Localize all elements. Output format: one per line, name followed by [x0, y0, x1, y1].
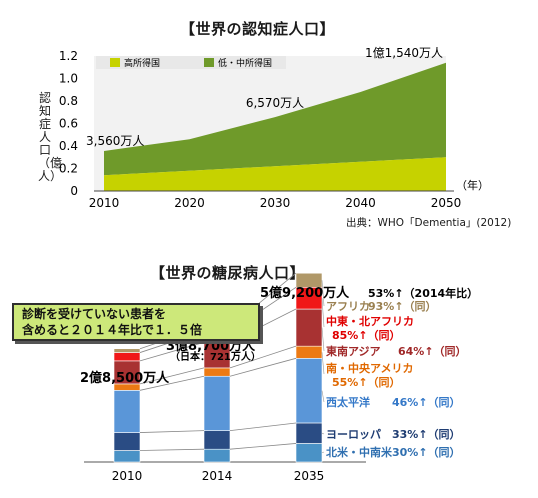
leader-line — [321, 451, 325, 454]
data-label: 3,560万人 — [86, 134, 144, 148]
region-growth-label: 46%↑（同） — [392, 396, 461, 409]
bar-segment — [295, 345, 323, 359]
y-tick-label: 0.4 — [59, 139, 78, 153]
total-sub-label: （日本：721万人） — [170, 350, 261, 363]
legend-background — [96, 56, 286, 69]
y-tick-label: 0.6 — [59, 117, 78, 131]
callout-line-1: 診断を受けていない患者を — [22, 307, 167, 321]
connector-line — [139, 448, 205, 451]
x-tick-label: 2050 — [431, 196, 462, 210]
connector-line — [229, 443, 297, 450]
region-label: 北米・中南米 — [326, 445, 393, 459]
legend-label-high-income: 高所得国 — [124, 57, 160, 69]
region-label: 西太平洋 — [326, 395, 370, 409]
connector-line — [139, 375, 205, 391]
region-growth-label: 30%↑（同） — [392, 446, 461, 459]
dementia-source: 出典：WHO「Dementia」(2012) — [346, 217, 512, 229]
y-tick-label: 0 — [70, 184, 78, 198]
legend-label-low-mid-income: 低・中所得国 — [218, 57, 272, 69]
connector-line — [229, 422, 297, 432]
bar-segment — [203, 448, 231, 463]
x-tick-label: 2020 — [174, 196, 205, 210]
connector-line — [139, 430, 205, 433]
x-tick-label: 2040 — [345, 196, 376, 210]
x-axis-unit: （年） — [456, 178, 489, 192]
bar-segment — [113, 352, 141, 362]
x-tick-label: 2014 — [202, 469, 233, 483]
leader-line — [321, 352, 325, 375]
connector-line — [229, 357, 297, 377]
region-growth-label: 55%↑（同） — [332, 376, 401, 389]
x-tick-label: 2035 — [294, 469, 325, 483]
total-suffix-label: 53%↑（2014年比） — [368, 286, 478, 300]
region-growth-label: 33%↑（同） — [392, 428, 461, 441]
bar-segment — [113, 390, 141, 433]
region-label: 東南アジア — [326, 344, 381, 358]
region-label: 中東・北アフリカ — [326, 314, 414, 328]
y-tick-label: 0.2 — [59, 162, 78, 176]
y-tick-label: 1.2 — [59, 49, 78, 63]
area-series-low-mid-income — [104, 62, 446, 176]
legend-swatch-low-mid-income — [204, 58, 214, 67]
leader-line — [321, 390, 325, 403]
leader-line — [321, 327, 325, 352]
x-tick-label: 2030 — [260, 196, 291, 210]
diabetes-chart-title: 【世界の糖尿病人口】 — [150, 264, 306, 282]
bar-segment — [113, 432, 141, 451]
region-label: アフリカ — [326, 300, 370, 313]
bar-segment — [113, 348, 141, 353]
region-label: ヨーロッパ — [326, 428, 381, 441]
bar-segment — [203, 430, 231, 450]
y-tick-label: 1.0 — [59, 72, 78, 86]
leader-line — [321, 280, 325, 307]
bar-segment — [295, 358, 323, 424]
x-tick-label: 2010 — [112, 469, 143, 483]
bar-segment — [295, 443, 323, 463]
bar-segment — [113, 450, 141, 463]
y-tick-label: 0.8 — [59, 94, 78, 108]
region-growth-label: 64%↑（同） — [398, 345, 467, 358]
total-label: 3億8,700万人 — [166, 338, 256, 354]
bar-segment — [203, 375, 231, 431]
dementia-chart-title: 【世界の認知症人口】 — [180, 20, 336, 38]
data-label: 1億1,540万人 — [365, 46, 443, 60]
leader-line — [321, 432, 325, 435]
connector-line — [229, 345, 297, 369]
x-tick-label: 2010 — [89, 196, 120, 210]
connector-line — [139, 341, 205, 362]
area-series-high-income — [104, 157, 446, 191]
region-label: 南・中央アメリカ — [326, 361, 413, 375]
bar-segment — [295, 308, 323, 347]
callout-line-2: 含めると２０１４年比で１．５倍 — [22, 323, 203, 337]
total-label: 5億9,200万人 — [260, 285, 350, 301]
legend-swatch-high-income — [110, 58, 120, 67]
bar-segment — [295, 422, 323, 444]
region-growth-label: 85%↑（同） — [332, 329, 401, 342]
bar-segment — [203, 367, 231, 377]
bar-segment — [203, 342, 231, 369]
total-label: 2億8,500万人 — [80, 370, 170, 386]
data-label: 6,570万人 — [246, 96, 304, 110]
connector-line — [139, 367, 205, 385]
region-growth-label: 93%↑（同） — [368, 300, 437, 313]
diabetes-callout-box: 診断を受けていない患者を 含めると２０１４年比で１．５倍 — [12, 303, 260, 341]
dementia-area-chart: 0 0.2 0.4 0.6 0.8 1.0 1.2 2010 2020 2030 2040 2050 （… — [59, 46, 489, 210]
leader-line — [321, 298, 325, 328]
